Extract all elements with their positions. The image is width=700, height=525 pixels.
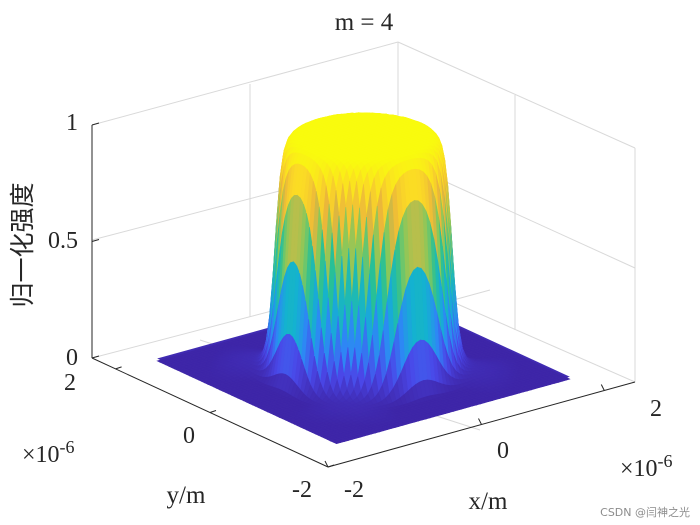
surface <box>156 112 571 445</box>
y-tick <box>115 366 122 370</box>
ticks <box>91 122 605 468</box>
x-exponent-label: ×10-6 <box>620 451 673 482</box>
chart-title: m = 4 <box>335 9 394 36</box>
x-tick <box>478 418 482 425</box>
x-tick <box>600 384 605 391</box>
surface-patch <box>332 440 342 445</box>
z-tick-label: 0 <box>66 345 78 371</box>
z-axis-label: 归一化强度 <box>9 182 37 307</box>
x-tick <box>324 460 329 468</box>
x-tick-label: 2 <box>650 396 662 422</box>
z-tick <box>91 122 100 126</box>
grid-line <box>397 41 636 149</box>
z-tick <box>91 239 100 242</box>
z-tick <box>91 355 100 359</box>
y-tick <box>209 410 217 413</box>
z-tick-label: 1 <box>66 110 78 136</box>
y-tick-label: 2 <box>64 370 76 396</box>
watermark: CSDN @闫神之光 <box>600 505 690 519</box>
y-tick-label: -2 <box>292 477 312 503</box>
y-tick <box>327 464 335 468</box>
y-tick-label: 0 <box>183 423 195 449</box>
y-exponent-label: ×10-6 <box>22 437 75 468</box>
y-axis-label: y/m <box>167 482 206 509</box>
x-tick-label: -2 <box>344 477 364 503</box>
x-tick-label: 0 <box>497 438 509 464</box>
x-axis-label: x/m <box>469 488 508 515</box>
grid-line <box>91 41 399 126</box>
z-tick-label: 0.5 <box>48 228 78 254</box>
